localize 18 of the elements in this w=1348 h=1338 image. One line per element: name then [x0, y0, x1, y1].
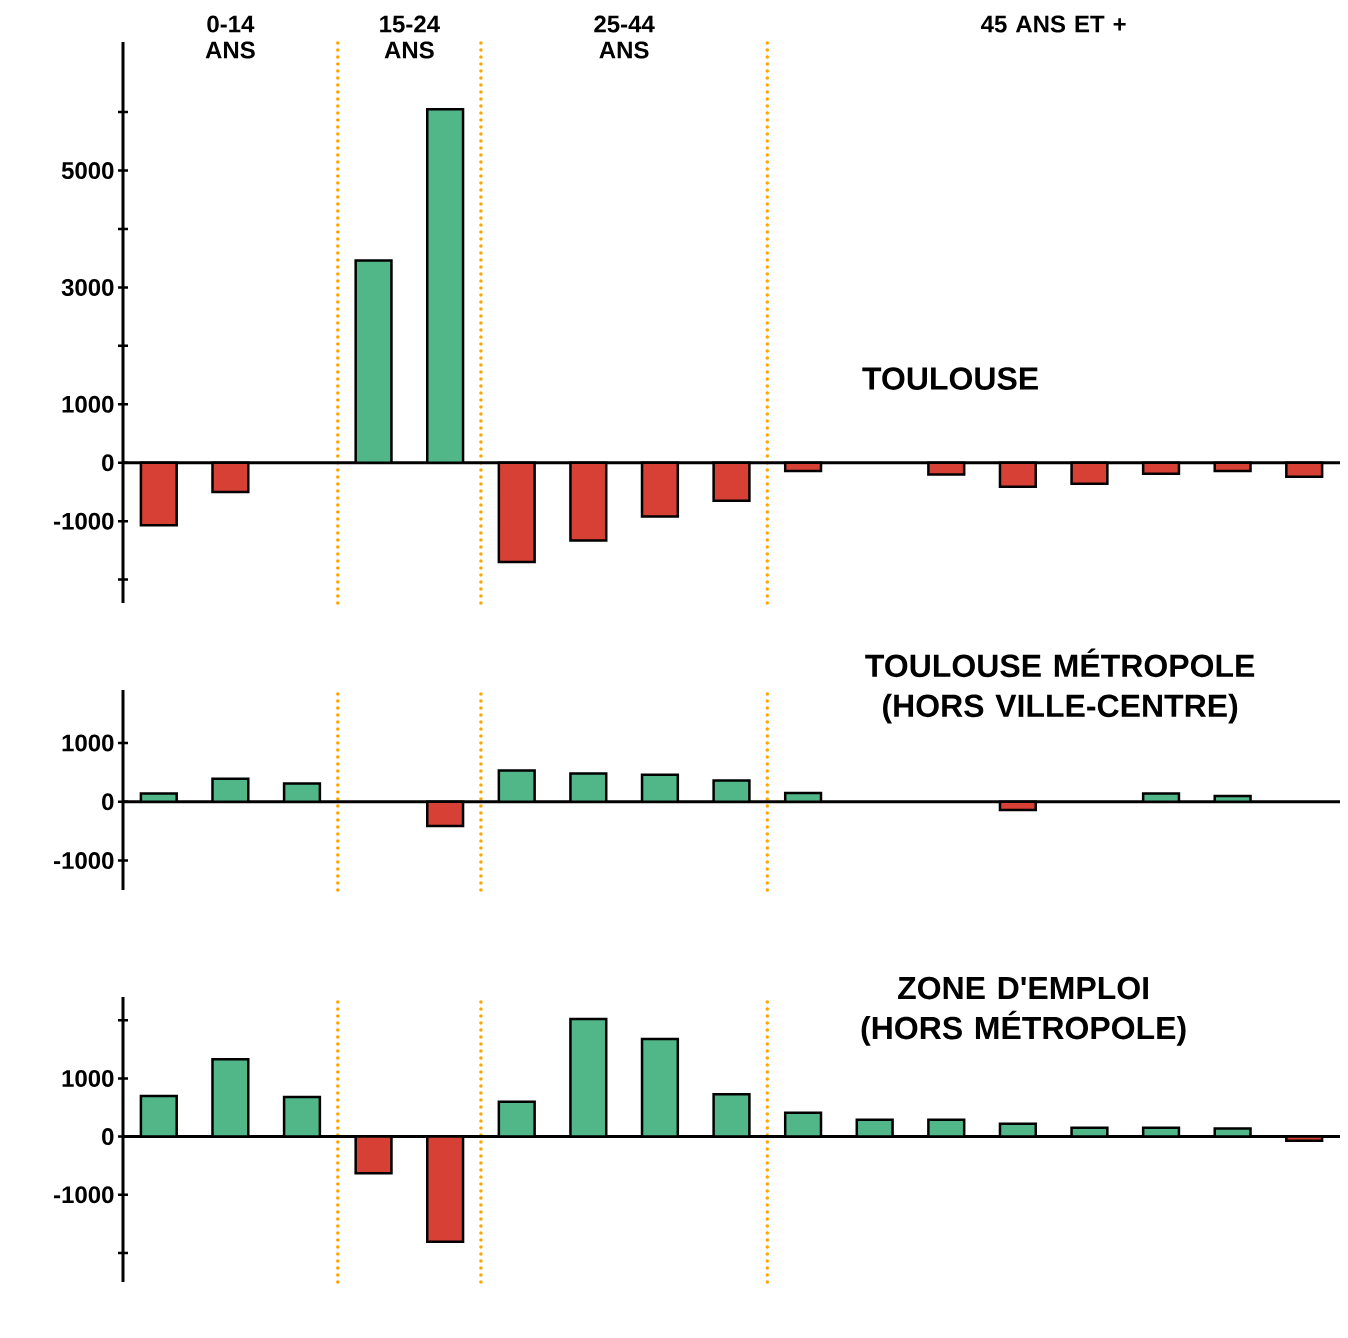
- annotation: 15-24 ANS: [380, 15, 440, 59]
- text: 45 ANS ET +: [980, 15, 1126, 33]
- annotation: 0-14 ANS: [205, 15, 255, 59]
- text: TOULOUSE: [862, 367, 1038, 390]
- y-tick-label: 0: [102, 793, 114, 811]
- chart-title: ZONE D'EMPLOI (HORS MÉTROPOLE): [861, 976, 1186, 1046]
- chart-title: TOULOUSE MÉTROPOLE (HORS VILLE-CENTRE): [865, 648, 1255, 724]
- y-tick-label: 1000: [62, 1069, 114, 1087]
- y-tick-label: 0: [102, 1128, 114, 1146]
- y-tick-label: -1000: [54, 512, 114, 530]
- annotation: 25-44 ANS: [594, 15, 655, 59]
- y-tick-label: 1000: [62, 734, 114, 752]
- y-tick-label: -1000: [54, 1186, 114, 1204]
- y-tick-label: 1000: [62, 395, 114, 413]
- y-tick-label: 0: [102, 454, 114, 472]
- y-tick-label: 5000: [61, 162, 114, 180]
- y-tick-label: 3000: [61, 278, 114, 296]
- y-tick-label: -1000: [54, 852, 114, 870]
